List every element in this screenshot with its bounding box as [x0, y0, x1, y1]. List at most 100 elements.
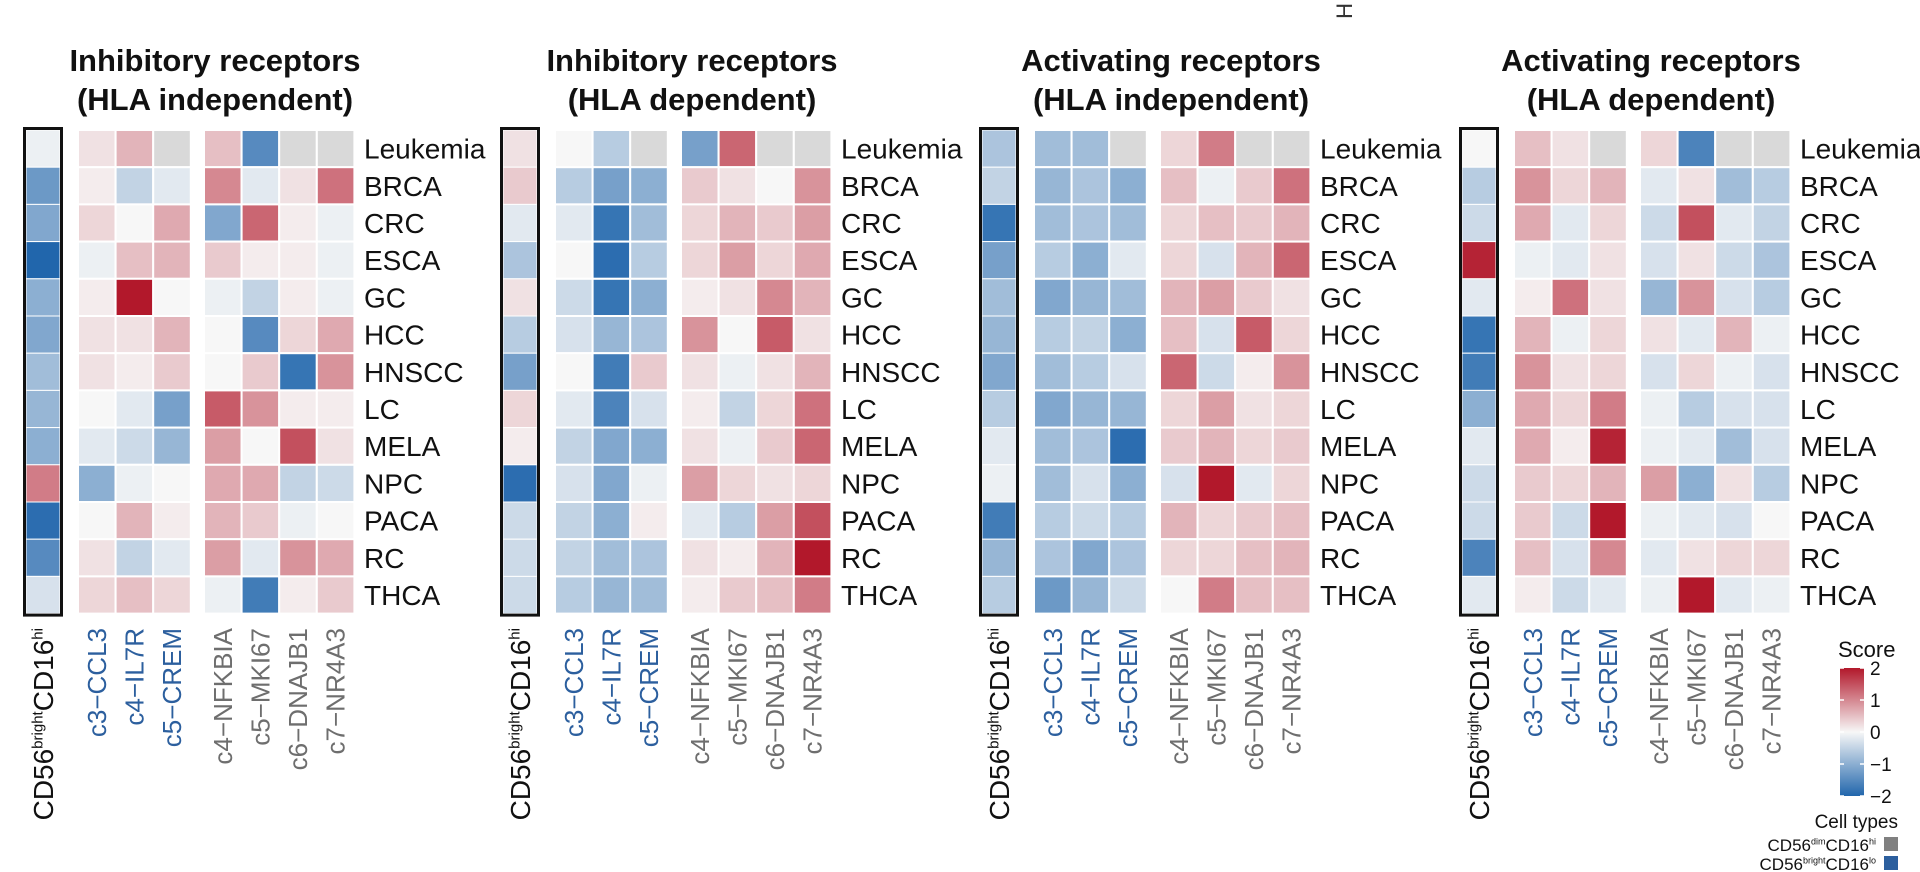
heatmap-cell [591, 538, 632, 578]
heatmap-cell [114, 575, 155, 615]
column-label: c5−MKI67 [245, 628, 275, 746]
heatmap-cell [1070, 203, 1111, 243]
heatmap-cell [554, 352, 594, 392]
heatmap-cell [1714, 203, 1754, 243]
group-cell [25, 352, 61, 391]
heatmap-cell [792, 426, 833, 466]
heatmap-cell [717, 277, 758, 317]
heatmap-cell [1588, 240, 1628, 280]
heatmap-cell [1513, 575, 1553, 615]
heatmap-cell [1108, 166, 1148, 206]
heatmap-cell [554, 538, 594, 578]
column-label: c5−CREM [157, 628, 187, 747]
panel-2: Inhibitory receptors (HLA dependent) Leuke… [500, 43, 963, 820]
row-label: PACA [364, 506, 438, 537]
heatmap-cell [240, 277, 281, 317]
column-label: c4−IL7R [596, 628, 626, 726]
column-label: c5−CREM [1113, 628, 1143, 747]
group-column-label: CD56brightCD16hi [505, 628, 536, 820]
column-label: c6−DNAJB1 [1239, 628, 1269, 770]
heatmap-cell [1271, 203, 1312, 243]
heatmap-cell [152, 426, 192, 466]
heatmap-cell [1196, 315, 1237, 355]
heatmap-cell [792, 129, 833, 169]
heatmap-cell [1108, 463, 1148, 503]
heatmap-cell [152, 501, 192, 541]
group-cell [502, 352, 538, 391]
row-label: BRCA [1320, 171, 1398, 202]
group-cell [25, 427, 61, 466]
heatmap-cell [1714, 463, 1754, 503]
column-label: c5−MKI67 [1201, 628, 1231, 746]
heatmap-cell [1639, 166, 1679, 206]
heatmap-cell [680, 501, 720, 541]
heatmap-cell [1108, 129, 1148, 169]
group-cell [502, 315, 538, 354]
heatmap-cell [1751, 463, 1792, 503]
heatmap-cell [1513, 277, 1553, 317]
heatmap-cell [114, 501, 155, 541]
row-label: MELA [1800, 431, 1877, 462]
group-cell [1461, 278, 1497, 317]
row-label: NPC [1800, 468, 1859, 499]
panel-title-line1: Activating receptors [1501, 43, 1801, 78]
heatmap-cell [792, 277, 833, 317]
heatmap-cell [755, 501, 795, 541]
heatmap-cell [591, 315, 632, 355]
heatmap-cell [1108, 203, 1148, 243]
group-cell [25, 538, 61, 577]
heatmap-cell [278, 575, 318, 615]
heatmap-cell [1751, 426, 1792, 466]
heatmap-cell [152, 575, 192, 615]
row-label: THCA [841, 580, 918, 611]
group-column-label: CD56brightCD16hi [1464, 628, 1495, 820]
heatmap-cell [1234, 501, 1274, 541]
heatmap-cell [77, 501, 117, 541]
heatmap-cell [792, 203, 833, 243]
column-label: c3−CCL3 [559, 628, 589, 737]
column-label: c7−NR4A3 [1757, 628, 1787, 754]
group-cell [502, 427, 538, 466]
heatmap-cell [629, 315, 669, 355]
heatmap-cell [152, 538, 192, 578]
row-label: NPC [364, 468, 423, 499]
group-cell [25, 315, 61, 354]
heatmap-cell [755, 575, 795, 615]
heatmap-cell [629, 352, 669, 392]
heatmap-cell [1639, 538, 1679, 578]
heatmap-cell [1513, 538, 1553, 578]
heatmap-cell [680, 166, 720, 206]
heatmap-cell [278, 463, 318, 503]
heatmap-cell [1271, 501, 1312, 541]
heatmap-cell [554, 389, 594, 429]
heatmap-cell [77, 352, 117, 392]
heatmap-cell [755, 538, 795, 578]
column-label: c7−NR4A3 [798, 628, 828, 754]
heatmap-cell [1159, 277, 1199, 317]
cell-type-swatch [1884, 856, 1898, 870]
row-label: HNSCC [364, 357, 464, 388]
heatmap-cell [1550, 129, 1591, 169]
heatmap-cell [1639, 501, 1679, 541]
heatmap-cell [315, 501, 356, 541]
heatmap-cell [240, 389, 281, 429]
row-label: BRCA [841, 171, 919, 202]
heatmap-cell [114, 315, 155, 355]
heatmap-cell [315, 166, 356, 206]
row-label: ESCA [1800, 245, 1877, 276]
heatmap-cell [1588, 463, 1628, 503]
heatmap-cell [1159, 315, 1199, 355]
heatmap-cell [1196, 575, 1237, 615]
heatmap-cell [278, 352, 318, 392]
heatmap-cell [629, 277, 669, 317]
heatmap-cell [629, 501, 669, 541]
heatmap-cell [717, 501, 758, 541]
heatmap-cell [1714, 389, 1754, 429]
heatmap-cell [1033, 501, 1073, 541]
heatmap-cell [1639, 129, 1679, 169]
row-label: RC [1800, 543, 1840, 574]
heatmap-cell [1513, 463, 1553, 503]
group-cell [1461, 315, 1497, 354]
group-cell [502, 575, 538, 615]
heatmap-cell [77, 463, 117, 503]
